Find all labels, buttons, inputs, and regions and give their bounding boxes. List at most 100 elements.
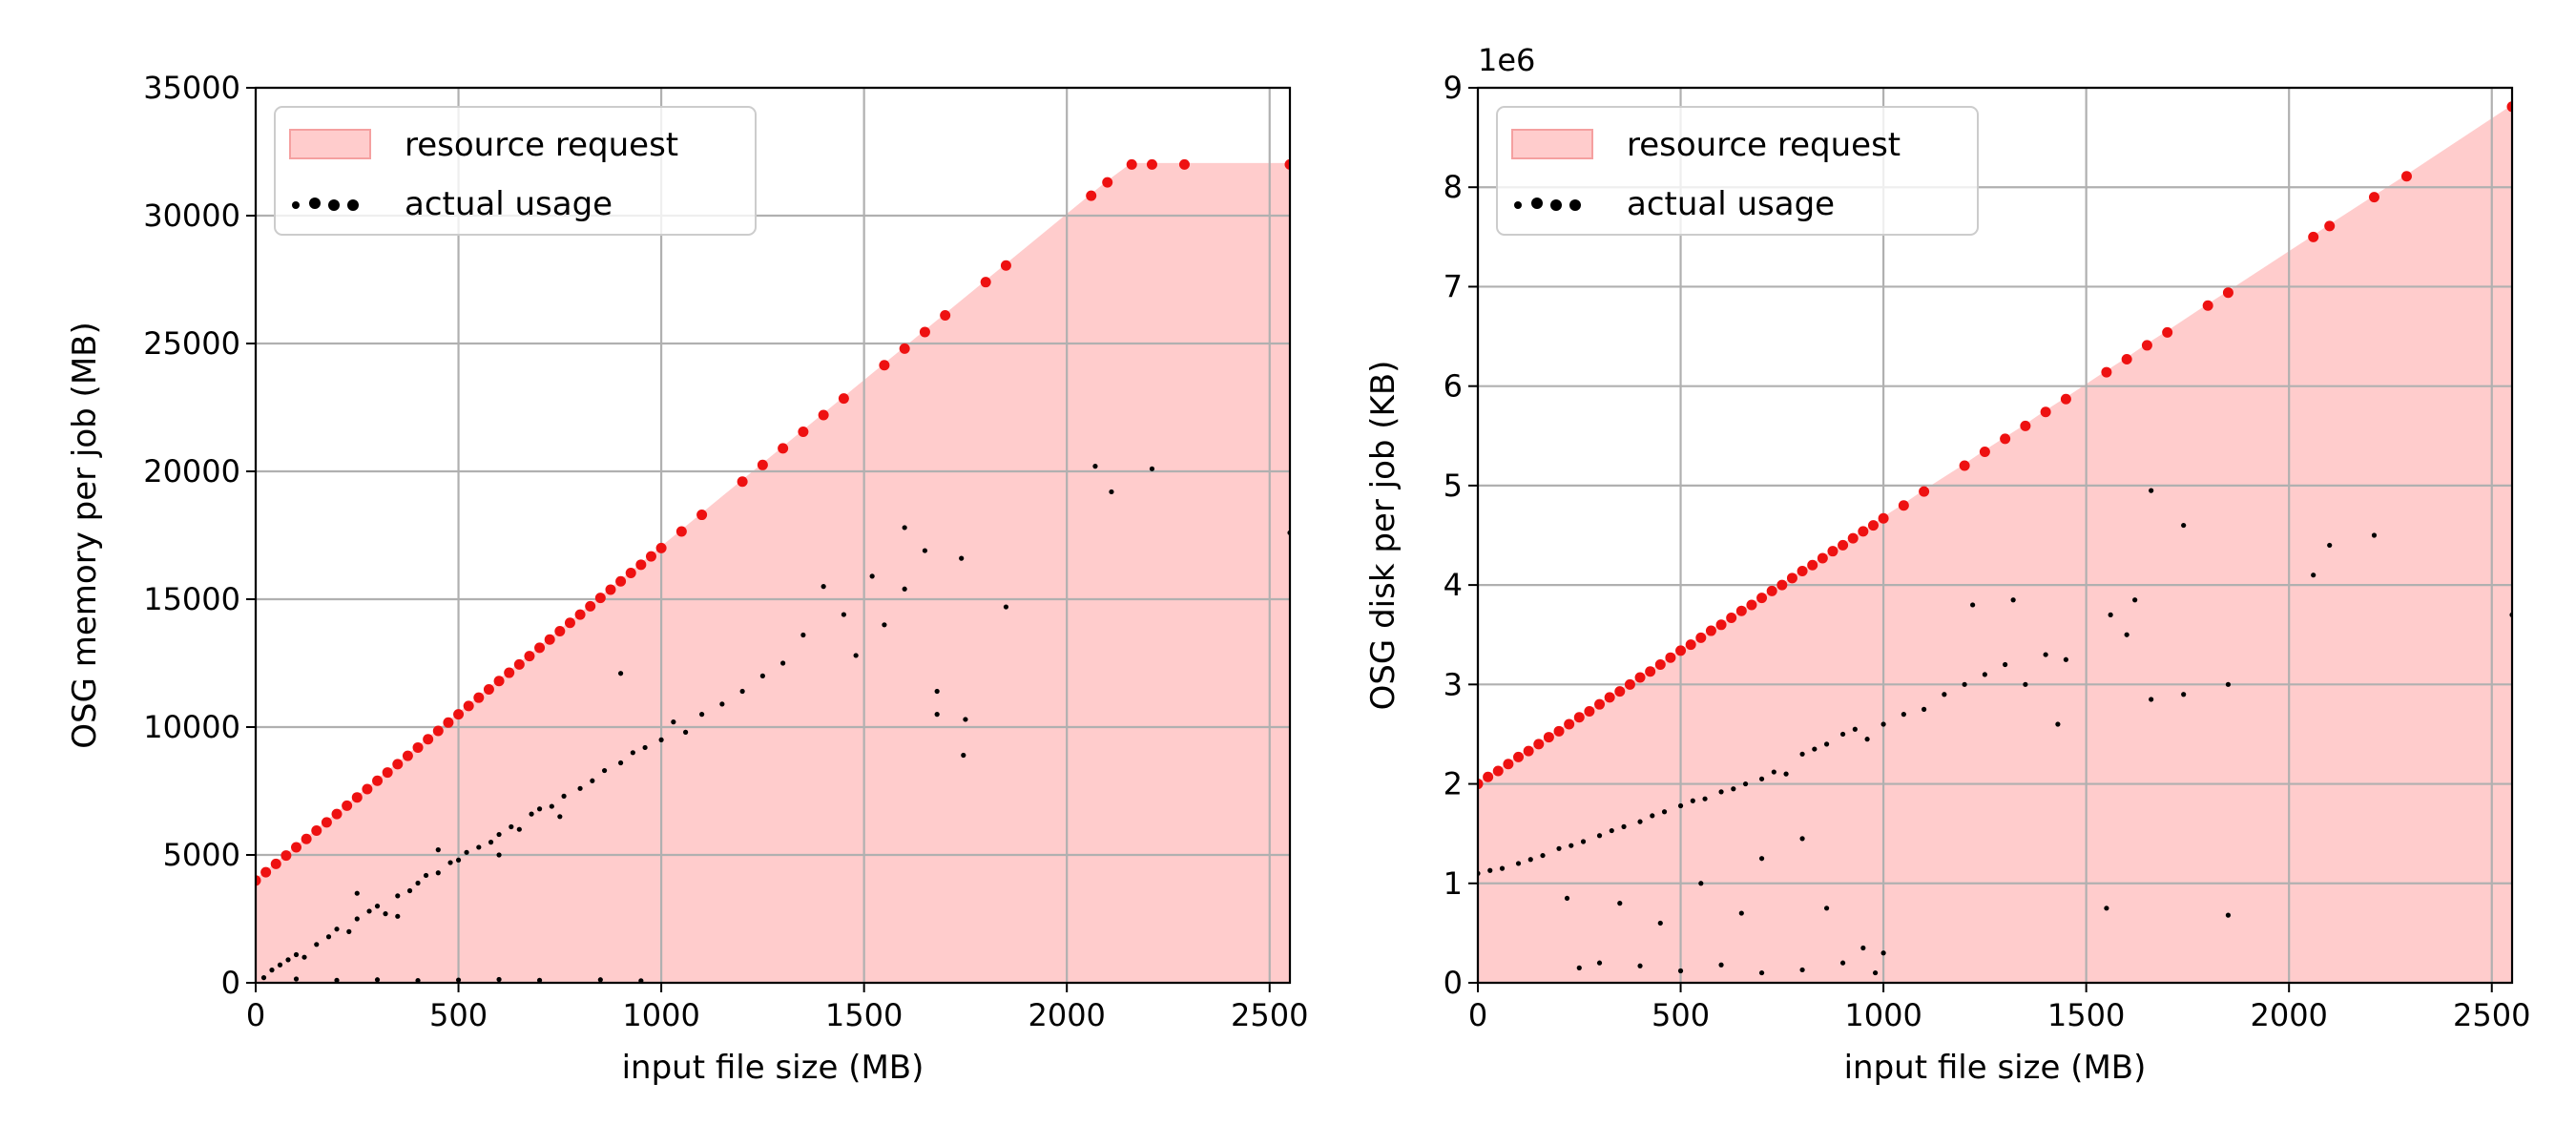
request-point: [331, 808, 343, 820]
x-tick-label: 1500: [2047, 997, 2125, 1033]
request-point: [1126, 158, 1137, 170]
usage-point: [853, 653, 859, 658]
usage-point: [2003, 661, 2008, 668]
usage-point: [1758, 776, 1765, 781]
usage-point: [2311, 572, 2316, 578]
request-point: [798, 426, 809, 437]
usage-point: [577, 785, 583, 791]
request-point: [2308, 231, 2319, 242]
request-point: [1959, 460, 1970, 471]
request-point: [2368, 192, 2379, 203]
request-point: [757, 459, 768, 470]
x-tick-label: 0: [1468, 997, 1487, 1033]
usage-point: [1092, 464, 1098, 469]
usage-point: [2327, 542, 2333, 549]
usage-point: [759, 673, 765, 679]
request-point: [443, 717, 454, 728]
request-point: [1634, 672, 1646, 683]
usage-point: [529, 811, 534, 817]
request-point: [1919, 486, 1930, 497]
request-point: [301, 833, 312, 844]
request-point: [2040, 406, 2051, 418]
request-point: [1797, 566, 1808, 577]
request-point: [838, 393, 849, 405]
usage-point: [2132, 597, 2138, 603]
usage-point: [1839, 960, 1846, 966]
usage-point: [1860, 945, 1866, 951]
request-point: [1979, 446, 1990, 457]
request-points: [256, 158, 1290, 886]
usage-point: [2063, 656, 2068, 662]
request-point: [372, 775, 384, 786]
subplot: 0 500 1000 1500 2000 2500 0 1 2 3 4 5 6 7 8 9 input file…: [1364, 42, 2530, 1087]
usage-point: [561, 793, 567, 799]
request-point: [778, 443, 789, 454]
usage-point: [260, 975, 267, 981]
request-point: [1675, 645, 1687, 656]
usage-point: [536, 806, 543, 812]
axes-frame: [1476, 86, 2514, 985]
usage-point: [2181, 692, 2187, 697]
usage-point: [301, 954, 307, 960]
axes-frame: [254, 86, 1292, 985]
usage-point: [1702, 796, 1708, 802]
request-point: [980, 277, 991, 288]
request-point: [1766, 585, 1777, 596]
usage-point: [496, 852, 502, 858]
request-point: [675, 526, 687, 537]
usage-point: [447, 860, 453, 865]
usage-point: [1880, 950, 1886, 956]
y-tick-label: 25000: [143, 325, 240, 362]
request-point: [524, 651, 535, 662]
request-point: [2000, 433, 2011, 445]
usage-point: [496, 831, 502, 838]
usage-point: [1596, 960, 1603, 966]
request-point: [594, 593, 606, 604]
request-point: [940, 310, 951, 322]
request-point: [270, 858, 281, 869]
usage-point: [739, 688, 745, 695]
request-point: [256, 875, 261, 886]
request-point: [1715, 619, 1727, 631]
usage-point: [2108, 612, 2113, 617]
usage-point: [383, 911, 388, 917]
legend-marker: [1514, 201, 1522, 209]
request-point: [534, 642, 546, 654]
usage-point: [1556, 845, 1562, 851]
usage-point: [2225, 912, 2232, 918]
request-point: [260, 866, 272, 878]
request-point: [1838, 539, 1849, 551]
usage-point: [1758, 969, 1765, 976]
usage-point: [1812, 746, 1818, 752]
usage-point: [395, 893, 401, 899]
x-axis-label: input file size (MB): [1844, 1049, 2147, 1087]
request-point: [1503, 759, 1514, 770]
usage-point: [2149, 488, 2154, 493]
request-point: [1584, 705, 1595, 717]
request-point: [2324, 220, 2336, 232]
request-point: [504, 667, 515, 678]
usage-point: [549, 803, 554, 809]
request-point: [1705, 625, 1716, 636]
request-point: [564, 617, 575, 629]
usage-point: [1617, 901, 1623, 906]
usage-point: [1872, 969, 1879, 976]
usage-point: [285, 957, 291, 963]
usage-point: [1698, 881, 1704, 886]
request-point: [2162, 326, 2173, 338]
request-point: [1695, 632, 1707, 643]
usage-point: [1657, 920, 1663, 926]
request-point: [635, 559, 647, 571]
request-point: [362, 783, 373, 795]
request-point: [1726, 613, 1737, 624]
legend-marker: [309, 198, 321, 209]
request-point: [655, 542, 667, 553]
usage-point: [415, 880, 421, 886]
y-tick-label: 3: [1444, 666, 1463, 702]
usage-point: [1650, 813, 1655, 819]
usage-point: [464, 849, 469, 855]
usage-point: [1718, 789, 1724, 795]
request-point: [473, 692, 485, 703]
request-point: [1086, 190, 1097, 201]
x-tick-label: 2000: [2250, 997, 2327, 1033]
